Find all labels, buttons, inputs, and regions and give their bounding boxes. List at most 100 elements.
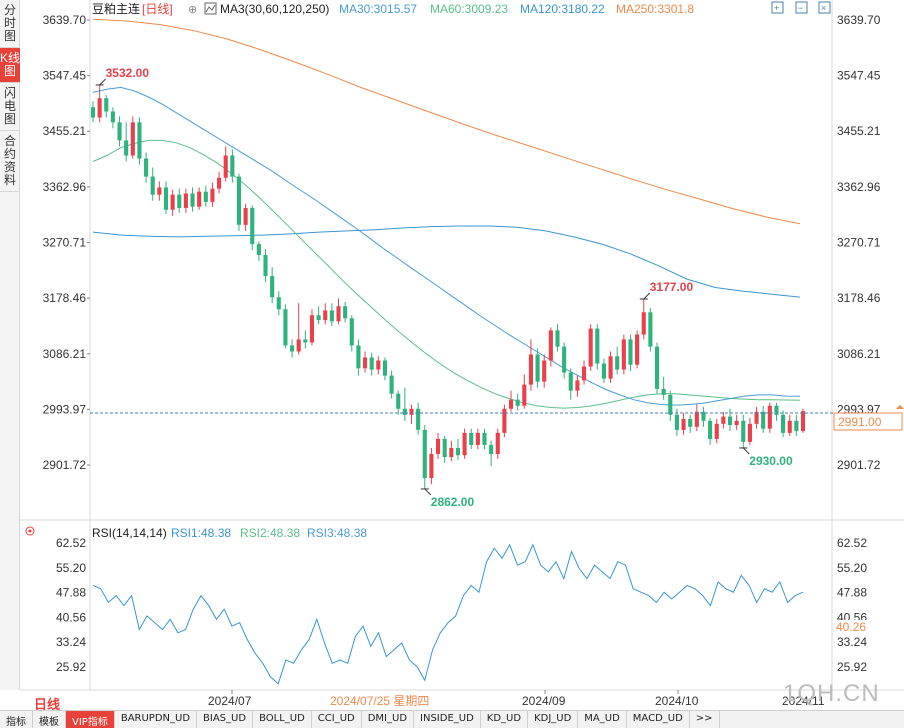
close-icon[interactable]	[818, 1, 831, 14]
ma-indicator-icon[interactable]	[204, 2, 217, 15]
date-label-sep: 2024/09	[522, 694, 566, 708]
rsi-settings-icon[interactable]	[25, 526, 35, 536]
rsi3-value: RSI3:48.38	[307, 526, 367, 540]
candle	[787, 414, 792, 436]
candle	[290, 339, 295, 358]
candle	[137, 117, 142, 165]
candle	[615, 346, 620, 375]
candle	[316, 306, 321, 325]
candle	[635, 330, 640, 369]
candle	[104, 95, 109, 118]
expand-icon[interactable]	[771, 1, 784, 14]
tab-more[interactable]: >>	[690, 711, 720, 728]
candle	[190, 187, 195, 212]
tab-flash[interactable]: 闪电图	[0, 83, 20, 131]
rsi-axis-label-right: 25.92	[837, 660, 867, 674]
settings-icon[interactable]: ⊕	[188, 4, 197, 16]
candle	[654, 342, 660, 394]
ma60-value: MA60:3009.23	[430, 2, 508, 16]
candle	[197, 187, 202, 210]
candle	[727, 408, 733, 432]
rsi-axis-label-left: 62.52	[56, 536, 86, 550]
candle	[270, 267, 275, 304]
candle	[409, 404, 414, 424]
candle	[396, 390, 401, 415]
candle	[90, 101, 96, 123]
tab-kdj[interactable]: KDJ_UD	[528, 711, 579, 728]
local-high-annotation: 3177.00	[650, 280, 694, 294]
candle	[256, 241, 261, 262]
candle	[362, 351, 368, 373]
candle	[435, 432, 441, 459]
rsi1-value: RSI1:48.38	[171, 526, 231, 540]
tab-indicator[interactable]: 指标	[0, 711, 33, 728]
restore-icon[interactable]	[795, 1, 808, 14]
candle	[754, 406, 759, 429]
candle	[621, 334, 626, 375]
candle	[794, 414, 799, 436]
candle	[714, 419, 719, 444]
symbol-name: 豆粕主连	[92, 1, 140, 16]
tab-macd[interactable]: MACD_UD	[627, 711, 690, 728]
tab-template[interactable]: 模板	[33, 711, 66, 728]
tab-dmi[interactable]: DMI_UD	[362, 711, 415, 728]
candle	[130, 116, 135, 159]
rsi-axis-label-left: 25.92	[56, 660, 86, 674]
candle	[163, 181, 169, 214]
candle	[150, 167, 155, 201]
candle	[515, 393, 520, 411]
price-alert-icon[interactable]	[896, 405, 904, 409]
tab-contract-info[interactable]: 合约资料	[0, 131, 20, 192]
kline-chart[interactable]: 豆粕主连 [日线] ⊕ MA3(30,60,120,250) MA30:3015…	[0, 0, 904, 710]
rsi2-value: RSI2:48.38	[240, 526, 300, 540]
price-axis: 3639.70 3639.70 3547.45 3547.45 3455.21 3455.…	[43, 13, 881, 472]
candle	[356, 339, 361, 376]
tab-barupdn[interactable]: BARUPDN_UD	[115, 711, 198, 728]
price-axis-label-right: 3086.21	[837, 347, 881, 361]
price-axis-label-right: 3639.70	[837, 13, 881, 27]
crosshair-date: 2024/07/25 星期四	[330, 694, 429, 708]
tab-timeshare[interactable]: 分时图	[0, 0, 20, 48]
rsi-axis-label-right: 33.24	[837, 635, 867, 649]
candle	[568, 368, 573, 400]
period-selector[interactable]: 日线	[20, 692, 88, 712]
svg-text:−: −	[798, 3, 803, 13]
tab-inside[interactable]: INSIDE_UD	[414, 711, 481, 728]
tab-cci[interactable]: CCI_UD	[312, 711, 362, 728]
candle	[323, 303, 328, 325]
candle	[469, 428, 474, 450]
tab-vip-indicator[interactable]: VIP指标	[66, 711, 115, 728]
price-axis-label-right: 3270.71	[837, 236, 881, 250]
price-axis-label-right: 3547.45	[837, 69, 881, 83]
candle	[648, 308, 653, 352]
candle	[761, 405, 766, 433]
tab-kd[interactable]: KD_UD	[481, 711, 529, 728]
rsi1-line	[92, 543, 804, 685]
candle	[449, 440, 454, 462]
candle	[329, 303, 334, 327]
local-low-annotation: 2930.00	[749, 454, 793, 468]
price-axis-label-right: 3178.46	[837, 291, 881, 305]
current-rsi-value: 40.26	[836, 620, 866, 634]
price-axis-label-left: 3086.21	[43, 347, 87, 361]
candle	[542, 354, 547, 388]
candle	[588, 324, 593, 371]
candle	[416, 402, 421, 435]
tab-kline[interactable]: K线图	[0, 48, 20, 83]
ma30-value: MA30:3015.57	[339, 2, 417, 16]
candle	[455, 438, 461, 461]
candle	[217, 171, 222, 194]
ma30-line	[92, 86, 801, 406]
candle	[183, 188, 188, 213]
tab-ma[interactable]: MA_UD	[578, 711, 627, 728]
candle	[535, 348, 540, 388]
candle	[369, 352, 374, 376]
candle	[555, 324, 560, 352]
candle	[528, 339, 534, 391]
tab-boll[interactable]: BOLL_UD	[253, 711, 312, 728]
candle	[309, 309, 315, 346]
candle	[263, 248, 268, 283]
current-rsi-box	[834, 620, 874, 634]
left-tab-bar: 分时图 K线图 闪电图 合约资料	[0, 0, 20, 690]
tab-bias[interactable]: BIAS_UD	[197, 711, 254, 728]
